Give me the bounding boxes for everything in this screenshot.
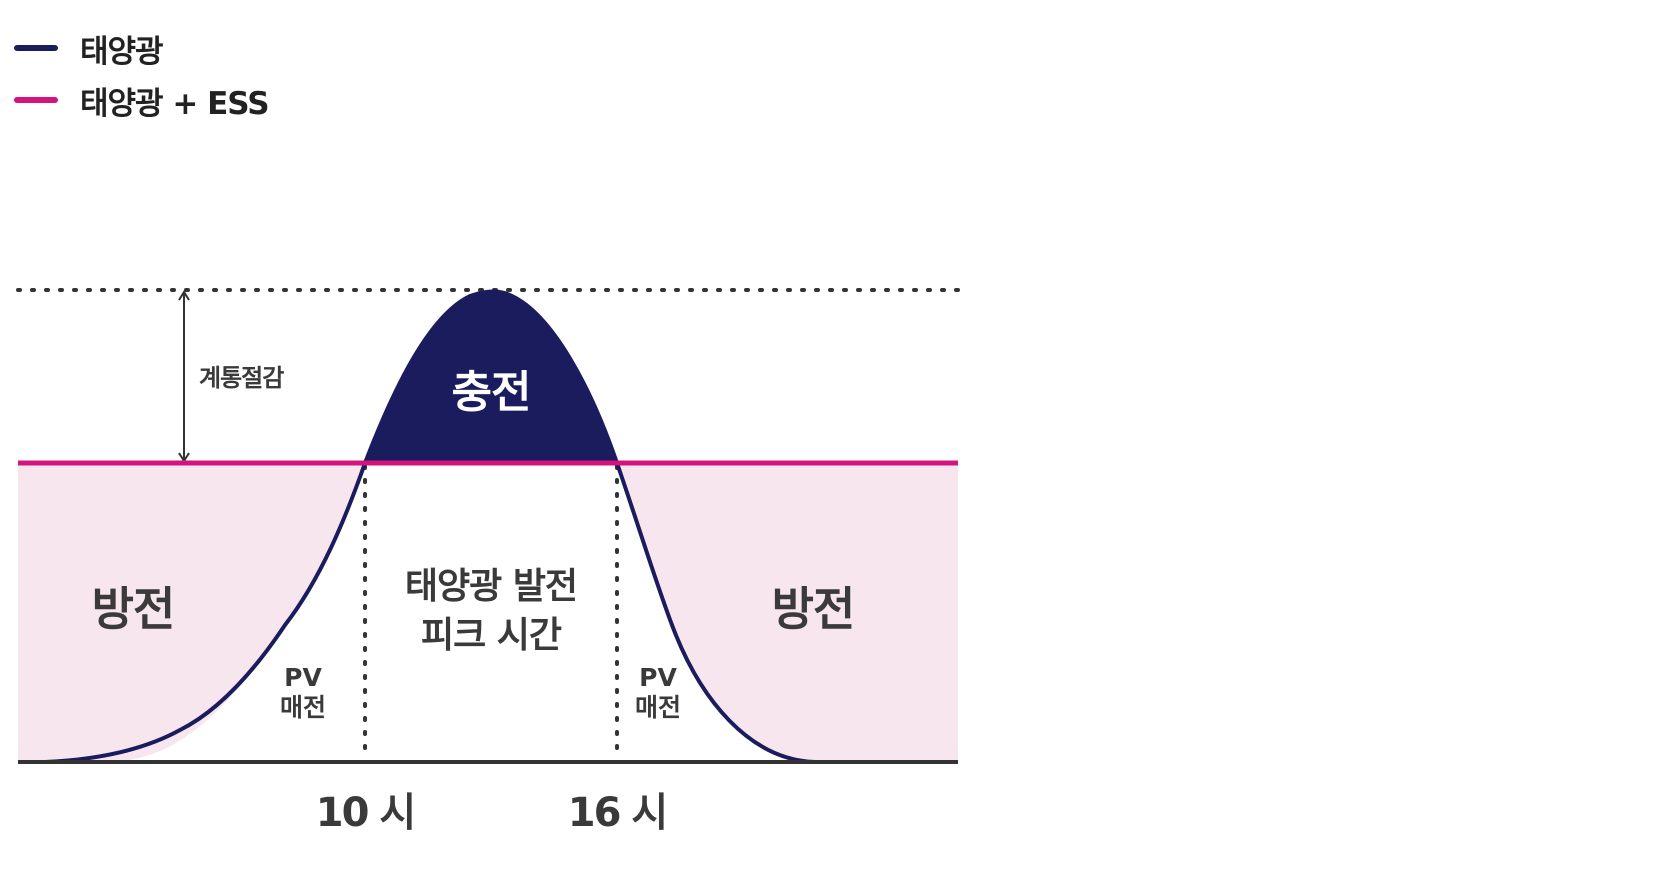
legend-swatch-solar [14, 45, 58, 51]
legend: 태양광 태양광 + ESS [14, 22, 270, 126]
label-pv-sell-left-1: PV [284, 663, 322, 692]
arrow-head-top [178, 290, 190, 301]
label-pv-sell-left-2: 매전 [280, 693, 326, 722]
legend-swatch-solar-ess [14, 97, 58, 103]
label-charge: 충전 [452, 367, 531, 418]
legend-label-solar: 태양광 [80, 33, 164, 70]
solar-curve [18, 289, 958, 764]
label-discharge-right: 방전 [772, 582, 855, 636]
discharge-area-left [18, 463, 365, 762]
label-peak-line2: 피크 시간 [421, 615, 562, 656]
label-grid-reduction: 계통절감 [199, 364, 284, 392]
label-time-16: 16 시 [568, 790, 666, 836]
legend-item-solar: 태양광 [14, 22, 269, 74]
discharge-area-right [617, 463, 958, 762]
label-peak-line1: 태양광 발전 [405, 566, 577, 607]
label-time-10: 10 시 [316, 790, 414, 836]
legend-item-solar-ess: 태양광 + ESS [14, 74, 270, 126]
label-pv-sell-right-2: 매전 [635, 693, 681, 722]
label-pv-sell-right-1: PV [639, 663, 677, 692]
legend-label-solar-ess: 태양광 + ESS [80, 85, 270, 122]
label-discharge-left: 방전 [92, 582, 175, 636]
